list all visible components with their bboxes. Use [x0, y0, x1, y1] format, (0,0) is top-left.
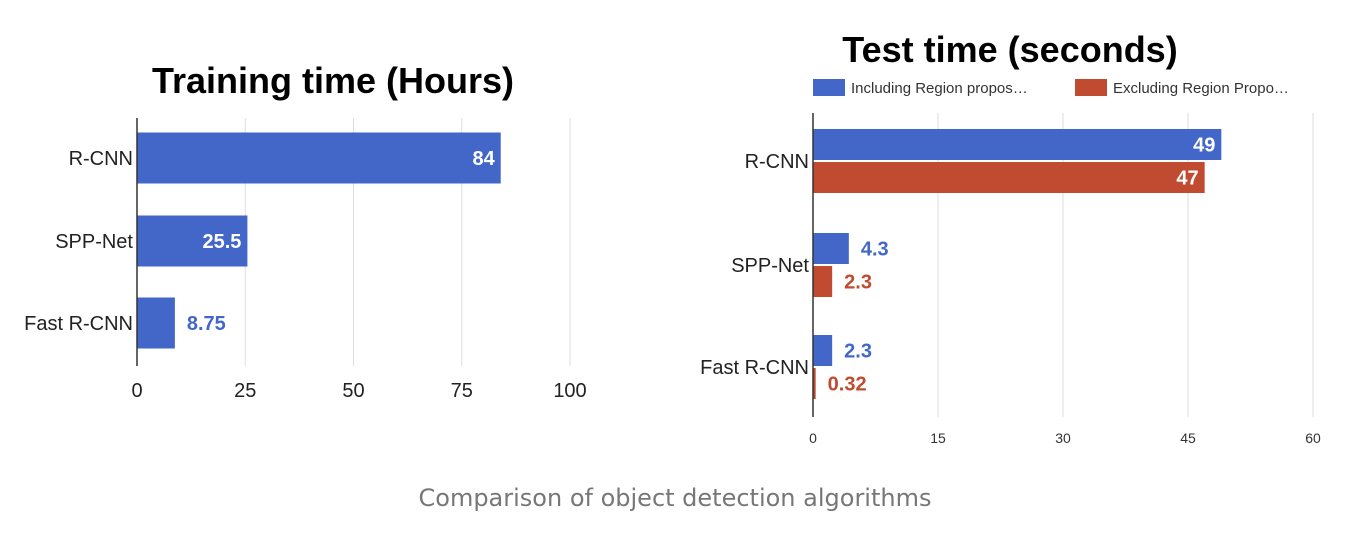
- legend-label-including: Including Region propos…: [851, 80, 1028, 97]
- test-x-tick-label: 15: [930, 430, 946, 446]
- test-data-label: 2.3: [844, 272, 872, 294]
- test-category-label: R-CNN: [745, 151, 809, 173]
- test-bar: [813, 129, 1222, 160]
- legend-swatch-excluding: [1075, 79, 1107, 96]
- training-x-tick-label: 25: [234, 380, 256, 402]
- test-bar: [813, 335, 833, 366]
- legend-swatch-including: [813, 79, 845, 96]
- test-bar: [813, 266, 833, 297]
- training-time-chart: Training time (Hours) 0 25 50 75 100 R-CNN 84 S…: [24, 60, 587, 402]
- training-category-label: R-CNN: [69, 148, 133, 170]
- test-time-chart: Test time (seconds) Including Region pro…: [700, 29, 1321, 446]
- training-x-tick-label: 75: [451, 380, 473, 402]
- test-data-label: 47: [1176, 168, 1198, 190]
- test-x-tick-label: 45: [1180, 430, 1196, 446]
- test-data-label: 4.3: [861, 239, 889, 261]
- training-bar: [137, 215, 248, 267]
- training-data-label: 84: [472, 148, 495, 170]
- test-category-label: SPP-Net: [731, 255, 809, 277]
- test-chart-title: Test time (seconds): [842, 29, 1177, 70]
- test-bar: [813, 233, 849, 264]
- test-data-label: 0.32: [828, 374, 867, 396]
- legend-label-excluding: Excluding Region Propo…: [1113, 80, 1289, 97]
- training-x-tick-label: 100: [553, 380, 586, 402]
- test-x-tick-label: 30: [1055, 430, 1071, 446]
- training-chart-title: Training time (Hours): [152, 60, 514, 101]
- test-data-label: 49: [1193, 135, 1215, 157]
- training-x-tick-label: 0: [131, 380, 142, 402]
- training-data-label: 25.5: [202, 231, 241, 253]
- test-bar: [813, 368, 816, 399]
- test-data-label: 2.3: [844, 341, 872, 363]
- training-data-label: 8.75: [187, 313, 226, 335]
- figure-caption: Comparison of object detection algorithm…: [418, 484, 932, 512]
- training-x-tick-label: 50: [342, 380, 364, 402]
- test-x-tick-label: 60: [1305, 430, 1321, 446]
- chart-legend: Including Region propos… Excluding Regio…: [813, 79, 1289, 97]
- test-x-tick-label: 0: [809, 430, 817, 446]
- training-bar: [137, 297, 175, 349]
- test-bar: [813, 162, 1205, 193]
- training-bar: [137, 132, 501, 184]
- training-category-label: SPP-Net: [55, 231, 133, 253]
- training-category-label: Fast R-CNN: [24, 313, 133, 335]
- test-category-label: Fast R-CNN: [700, 357, 809, 379]
